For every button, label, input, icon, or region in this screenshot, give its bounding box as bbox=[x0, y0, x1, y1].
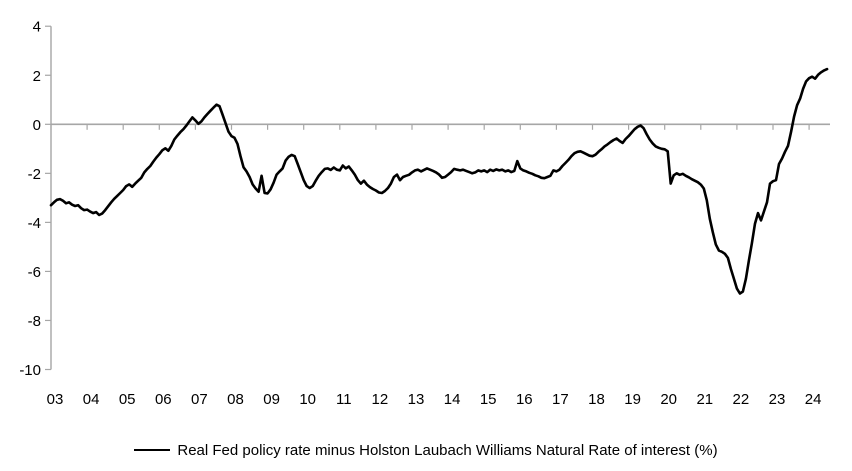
x-tick-label: 14 bbox=[444, 391, 461, 408]
x-tick-label: 20 bbox=[660, 391, 677, 408]
x-tick-label: 12 bbox=[372, 391, 389, 408]
x-tick-label: 15 bbox=[480, 391, 497, 408]
legend-label: Real Fed policy rate minus Holston Lauba… bbox=[177, 441, 718, 459]
y-tick-label: 2 bbox=[33, 68, 41, 85]
x-tick-label: 23 bbox=[769, 391, 786, 408]
x-tick-label: 17 bbox=[552, 391, 569, 408]
x-tick-label: 24 bbox=[805, 391, 822, 408]
x-tick-label: 11 bbox=[336, 391, 352, 408]
x-tick-label: 09 bbox=[263, 391, 280, 408]
x-tick-label: 13 bbox=[408, 391, 425, 408]
x-tick-label: 03 bbox=[47, 391, 64, 408]
y-tick-label: -10 bbox=[19, 362, 41, 379]
x-tick-label: 16 bbox=[516, 391, 533, 408]
x-tick-label: 07 bbox=[191, 391, 208, 408]
x-tick-label: 21 bbox=[696, 391, 713, 408]
x-tick-label: 04 bbox=[83, 391, 100, 408]
x-tick-label: 19 bbox=[624, 391, 641, 408]
x-tick-label: 08 bbox=[227, 391, 244, 408]
y-tick-label: 0 bbox=[33, 117, 41, 134]
y-tick-label: -6 bbox=[28, 264, 41, 281]
x-tick-label: 06 bbox=[155, 391, 172, 408]
y-tick-label: -4 bbox=[28, 215, 41, 232]
legend: Real Fed policy rate minus Holston Lauba… bbox=[0, 437, 852, 463]
legend-line-swatch bbox=[134, 449, 171, 451]
x-tick-label: 05 bbox=[119, 391, 136, 408]
y-tick-label: -8 bbox=[28, 313, 41, 330]
x-tick-label: 18 bbox=[588, 391, 605, 408]
y-tick-label: 4 bbox=[33, 19, 41, 36]
data-line-series bbox=[49, 67, 829, 295]
x-tick-label: 22 bbox=[733, 391, 750, 408]
y-tick-label: -2 bbox=[28, 166, 41, 183]
x-tick-label: 10 bbox=[299, 391, 316, 408]
